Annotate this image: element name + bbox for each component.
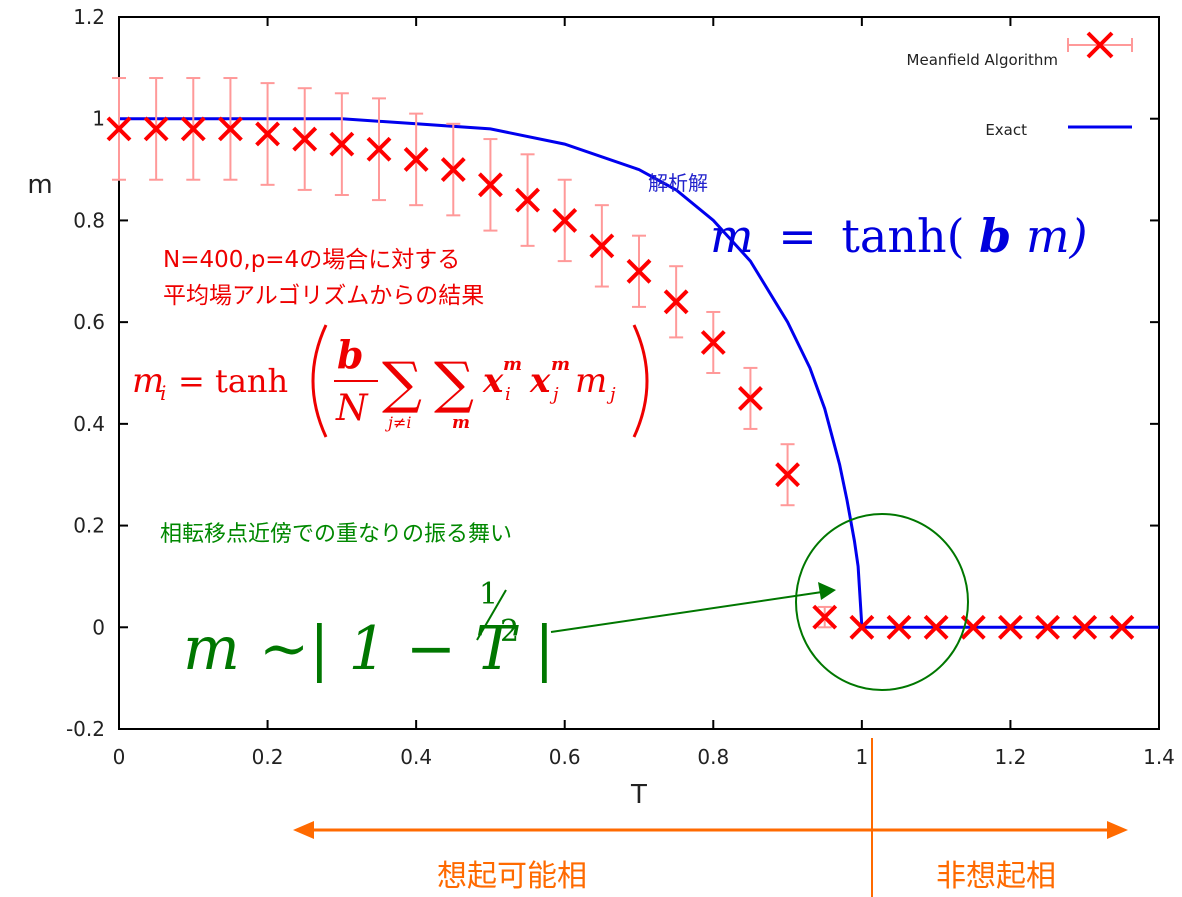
data-point (738, 386, 763, 411)
phase-arrowhead-left (293, 821, 314, 839)
svg-text:i: i (505, 384, 511, 405)
x-tick-label: 0.4 (400, 745, 432, 769)
data-point (700, 330, 726, 355)
svg-text:i: i (160, 381, 166, 405)
svg-text:∑: ∑ (382, 351, 422, 416)
exact-line (119, 117, 1159, 629)
svg-text:m: m (575, 361, 607, 401)
data-point (255, 121, 280, 147)
svg-text:m: m (132, 361, 164, 401)
y-tick-label: 1.2 (73, 5, 105, 29)
x-tick-label: 0.8 (697, 745, 729, 769)
legend: Meanfield Algorithm Exact (907, 31, 1133, 139)
svg-text:m: m (551, 354, 570, 375)
data-point (292, 126, 318, 152)
data-point (552, 208, 578, 233)
svg-text:2: 2 (500, 614, 519, 649)
svg-text:j: j (549, 384, 559, 405)
legend-label-meanfield: Meanfield Algorithm (907, 51, 1058, 69)
data-point (886, 614, 912, 640)
svg-text:1: 1 (479, 577, 498, 612)
x-tick-label: 0.6 (549, 745, 581, 769)
legend-marker-meanfield (1067, 31, 1133, 59)
x-tick-label: 1.2 (995, 745, 1027, 769)
data-point (143, 116, 169, 142)
exact-annotation-label: 解析解 (648, 171, 708, 195)
x-tick-label: 0.2 (252, 745, 284, 769)
svg-text:∑: ∑ (434, 351, 474, 416)
data-point (775, 462, 800, 488)
y-tick-label: -0.2 (66, 717, 105, 741)
y-tick-label: 1 (92, 107, 105, 131)
svg-text:m: m (503, 354, 522, 375)
svg-text:m ~| 1 − T |: m ~| 1 − T | (183, 614, 554, 684)
data-point (663, 289, 689, 315)
x-tick-label: 1 (855, 745, 868, 769)
svg-text:b: b (337, 332, 364, 377)
x-axis-ticks: 0 0.2 0.4 0.6 0.8 1 1.2 1.4 (113, 17, 1175, 769)
y-tick-label: 0.2 (73, 514, 105, 538)
data-point (923, 614, 949, 640)
svg-text:m: m (452, 413, 470, 433)
data-point (849, 614, 875, 640)
legend-label-exact: Exact (985, 121, 1027, 139)
x-tick-label: 0 (113, 745, 126, 769)
data-point (106, 116, 132, 142)
y-tick-label: 0.4 (73, 412, 105, 436)
y-tick-label: 0.6 (73, 310, 105, 334)
data-point (329, 131, 355, 157)
exact-series (119, 117, 1159, 629)
y-tick-label: 0 (92, 615, 105, 639)
svg-text:j≠i: j≠i (385, 413, 411, 432)
y-axis-title: m (27, 170, 52, 200)
svg-text:= tanh: = tanh (178, 362, 288, 400)
x-tick-label: 1.4 (1143, 745, 1175, 769)
data-point (1072, 614, 1098, 640)
meanfield-formula: m i = tanh b N ∑ j≠i ∑ m x m i x m j m j (132, 324, 649, 438)
data-point (998, 614, 1023, 640)
data-point (589, 233, 615, 259)
data-point (1109, 614, 1135, 640)
transition-annotation-label: 相転移点近傍での重なりの振る舞い (160, 522, 512, 547)
svg-text:x: x (529, 361, 551, 401)
transition-arrowhead (818, 582, 836, 600)
plot-frame (118, 16, 1160, 730)
transition-arrow (550, 591, 823, 633)
phase-right-label: 非想起相 (936, 859, 1056, 894)
data-point (366, 136, 392, 162)
svg-text:j: j (606, 384, 616, 405)
meanfield-series (106, 77, 1135, 640)
exact-formula: m = tanh( b m) (710, 209, 1088, 263)
svg-text:N: N (335, 388, 369, 429)
x-axis-title: T (630, 780, 647, 810)
data-point (478, 172, 503, 198)
y-tick-label: 0.8 (73, 208, 105, 232)
data-point (440, 157, 466, 182)
data-point (626, 258, 652, 284)
meanfield-annotation-line2: 平均場アルゴリズムからの結果 (163, 283, 484, 309)
transition-formula: m ~| 1 − T | 1 2 (183, 577, 554, 684)
data-point (218, 116, 243, 142)
transition-circle (795, 513, 969, 691)
phase-arrowhead-right (1107, 821, 1128, 839)
data-point (403, 146, 429, 172)
y-axis-ticks: -0.2 0 0.2 0.4 0.6 0.8 1 1.2 (66, 5, 1159, 741)
meanfield-annotation-line1: N=400,p=4の場合に対する (163, 247, 460, 273)
data-point (1035, 614, 1060, 640)
data-point (180, 116, 206, 142)
svg-text:x: x (482, 361, 504, 401)
phase-left-label: 想起可能相 (437, 859, 587, 894)
data-point (515, 187, 540, 213)
data-point (812, 604, 838, 630)
